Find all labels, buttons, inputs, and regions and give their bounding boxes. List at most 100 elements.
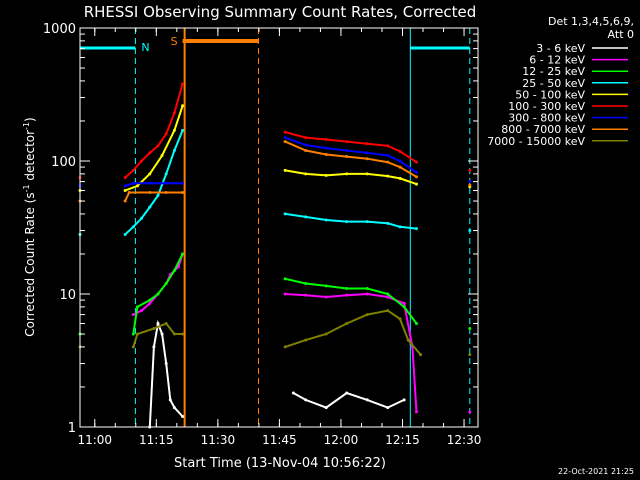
x-tick-label-2: 11:30 bbox=[201, 433, 236, 447]
series-1-point-11 bbox=[345, 293, 349, 297]
series-6-point-1 bbox=[123, 184, 127, 188]
series-1-point-2 bbox=[148, 301, 152, 305]
series-7-point-11 bbox=[386, 160, 390, 164]
x-tick-label-1: 11:15 bbox=[139, 433, 174, 447]
series-7-point-9 bbox=[345, 155, 349, 159]
series-2-point-14 bbox=[402, 305, 406, 309]
series-4-point-10 bbox=[345, 172, 349, 176]
series-4-point-2 bbox=[135, 184, 139, 188]
legend-label-0: 3 - 6 keV bbox=[536, 42, 585, 55]
series-3-point-7 bbox=[172, 148, 176, 152]
series-0-point-3 bbox=[160, 332, 164, 336]
series-6-point-7 bbox=[304, 143, 308, 147]
series-1-point-14 bbox=[402, 301, 406, 305]
series-8-point-1 bbox=[131, 345, 135, 349]
series-5-point-1 bbox=[123, 176, 127, 180]
series-3-point-8 bbox=[181, 128, 185, 132]
series-8-point-6 bbox=[181, 332, 185, 336]
y-axis-label-main: Corrected Count Rate (s bbox=[23, 192, 37, 336]
series-8-point-10 bbox=[345, 322, 349, 326]
series-0-point-9 bbox=[304, 398, 308, 402]
series-5-point-4 bbox=[148, 151, 152, 155]
y-axis-label-end: ) bbox=[23, 117, 37, 122]
series-0-point-13 bbox=[386, 406, 390, 410]
series-4-point-7 bbox=[283, 168, 287, 172]
series-7-point-1 bbox=[123, 199, 127, 203]
series-2-point-15 bbox=[414, 322, 418, 326]
series-5-point-14 bbox=[386, 144, 390, 148]
legend-header-line-2: Att 0 bbox=[608, 28, 634, 41]
series-1-point-12 bbox=[365, 292, 369, 296]
legend-label-8: 7000 - 15000 keV bbox=[487, 135, 585, 148]
series-8-point-12 bbox=[386, 309, 390, 313]
y-axis-label-mid: detector bbox=[23, 130, 37, 185]
series-2-point-16 bbox=[468, 327, 472, 331]
x-tick-label-0: 11:00 bbox=[77, 433, 112, 447]
series-8-point-15 bbox=[419, 353, 423, 357]
series-8-point-13 bbox=[398, 317, 402, 321]
series-2-point-12 bbox=[365, 286, 369, 290]
legend-label-2: 12 - 25 keV bbox=[522, 65, 585, 78]
series-0-point-8 bbox=[291, 391, 295, 395]
series-2-point-1 bbox=[131, 332, 135, 336]
series-7-point-4 bbox=[164, 190, 168, 194]
series-2-point-7 bbox=[181, 252, 185, 256]
series-5-point-12 bbox=[345, 140, 349, 144]
series-0-point-14 bbox=[402, 398, 406, 402]
series-4-point-9 bbox=[324, 173, 328, 177]
series-4-point-5 bbox=[172, 128, 176, 132]
night-label: N bbox=[141, 41, 149, 54]
series-6-point-4 bbox=[164, 181, 168, 185]
series-7-point-6 bbox=[283, 140, 287, 144]
series-0-point-11 bbox=[345, 391, 349, 395]
series-6-point-10 bbox=[365, 151, 369, 155]
y-tick-label-3: 1000 bbox=[43, 22, 76, 37]
series-3-point-1 bbox=[123, 233, 127, 237]
x-tick-label-3: 11:45 bbox=[262, 433, 297, 447]
series-5-point-9 bbox=[283, 130, 287, 134]
series-5-point-10 bbox=[304, 136, 308, 140]
x-axis-label: Start Time (13-Nov-04 10:56:22) bbox=[174, 456, 386, 471]
series-1-point-9 bbox=[304, 293, 308, 297]
series-0-point-5 bbox=[168, 398, 172, 402]
series-6-point-3 bbox=[148, 181, 152, 185]
series-8-point-8 bbox=[304, 338, 308, 342]
y-axis-label-sup-2: -1 bbox=[22, 122, 31, 130]
series-5-point-3 bbox=[140, 159, 144, 163]
series-7-point-8 bbox=[324, 152, 328, 156]
series-3-point-12 bbox=[345, 220, 349, 224]
legend-label-3: 25 - 50 keV bbox=[522, 77, 585, 90]
series-2-point-13 bbox=[386, 292, 390, 296]
y-tick-label-2: 100 bbox=[51, 155, 76, 170]
series-7-point-2 bbox=[127, 190, 131, 194]
series-5-point-7 bbox=[172, 111, 176, 115]
series-4-point-3 bbox=[148, 172, 152, 176]
series-6-point-5 bbox=[181, 181, 185, 185]
series-7-point-5 bbox=[181, 190, 185, 194]
series-2-point-11 bbox=[345, 286, 349, 290]
series-1-point-13 bbox=[386, 295, 390, 299]
series-7-point-10 bbox=[365, 157, 369, 161]
legend-label-4: 50 - 100 keV bbox=[515, 88, 585, 101]
axes: 11:00 11:15 11:30 11:45 12:00 12:15 12:30 1 10 10… bbox=[43, 22, 481, 447]
series-5-point-5 bbox=[156, 144, 160, 148]
series-3-point-17 bbox=[468, 229, 472, 233]
y-tick-label-1: 10 bbox=[59, 288, 76, 303]
y-tick-label-0: 1 bbox=[68, 421, 76, 436]
series-2-point-3 bbox=[148, 298, 152, 302]
series-7-point-13 bbox=[414, 175, 418, 179]
y-axis-label-sup-1: -1 bbox=[22, 184, 31, 192]
series-8-point-7 bbox=[283, 345, 287, 349]
series-1-point-6 bbox=[176, 265, 180, 269]
series-3-point-15 bbox=[398, 225, 402, 229]
series-8-point-14 bbox=[406, 338, 410, 342]
series-8-point-11 bbox=[365, 313, 369, 317]
series-0-point-6 bbox=[172, 406, 176, 410]
series-2-point-8 bbox=[283, 277, 287, 281]
series-0-point-2 bbox=[156, 322, 160, 326]
series-4-point-4 bbox=[160, 153, 164, 157]
series-2-point-9 bbox=[304, 281, 308, 285]
